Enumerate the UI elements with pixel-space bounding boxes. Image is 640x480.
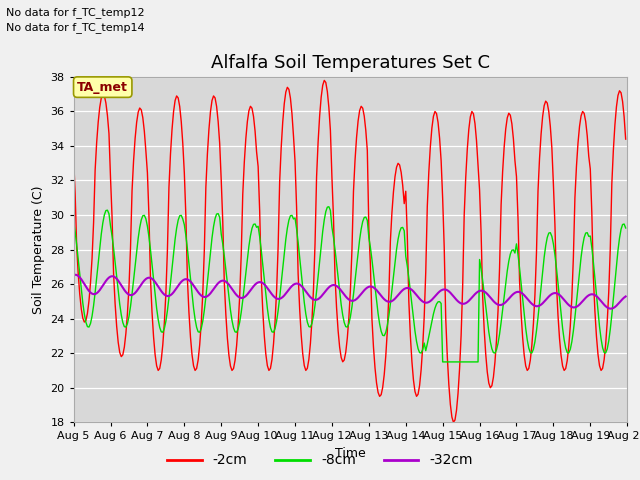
X-axis label: Time: Time — [335, 447, 366, 460]
Text: No data for f_TC_temp14: No data for f_TC_temp14 — [6, 22, 145, 33]
Legend: -2cm, -8cm, -32cm: -2cm, -8cm, -32cm — [161, 448, 479, 473]
Title: Alfalfa Soil Temperatures Set C: Alfalfa Soil Temperatures Set C — [211, 54, 490, 72]
Text: No data for f_TC_temp12: No data for f_TC_temp12 — [6, 7, 145, 18]
Y-axis label: Soil Temperature (C): Soil Temperature (C) — [32, 185, 45, 314]
Text: TA_met: TA_met — [77, 81, 128, 94]
